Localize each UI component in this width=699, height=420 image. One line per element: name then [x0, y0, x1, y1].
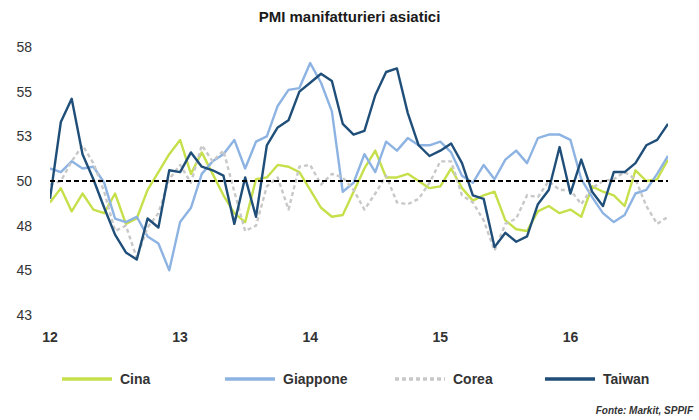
- y-tick-label: 48: [16, 218, 32, 234]
- legend-label: Taiwan: [603, 371, 649, 387]
- y-tick-label: 58: [16, 39, 32, 55]
- x-tick-label: 15: [433, 329, 449, 345]
- chart-svg: PMI manifatturieri asiatici 43 45 48 50 53 55 5…: [0, 0, 699, 420]
- series-line: [50, 68, 668, 259]
- legend-swatch: [62, 377, 112, 381]
- chart-container: PMI manifatturieri asiatici 43 45 48 50 53 55 5…: [0, 0, 699, 420]
- legend-swatch: [395, 377, 445, 381]
- x-tick-label: 12: [42, 329, 58, 345]
- x-tick-label: 14: [302, 329, 318, 345]
- reference-line: [50, 180, 668, 182]
- legend-label: Giappone: [283, 371, 348, 387]
- y-tick-label: 53: [16, 128, 32, 144]
- legend-swatch: [545, 377, 595, 381]
- y-tick-label: 43: [16, 307, 32, 323]
- y-tick-label: 45: [16, 262, 32, 278]
- title: PMI manifatturieri asiatici: [259, 8, 441, 25]
- x-tick-label: 13: [172, 329, 188, 345]
- plot-area: [50, 63, 668, 270]
- source: Fonte: Markit, SPPIF: [596, 405, 694, 416]
- y-tick-label: 55: [16, 84, 32, 100]
- legend-label: Cina: [120, 371, 151, 387]
- legend-label: Corea: [453, 371, 493, 387]
- x-tick-label: 16: [563, 329, 579, 345]
- y-tick-label: 50: [16, 173, 32, 189]
- series-line: [50, 63, 668, 270]
- legend-swatch: [225, 377, 275, 381]
